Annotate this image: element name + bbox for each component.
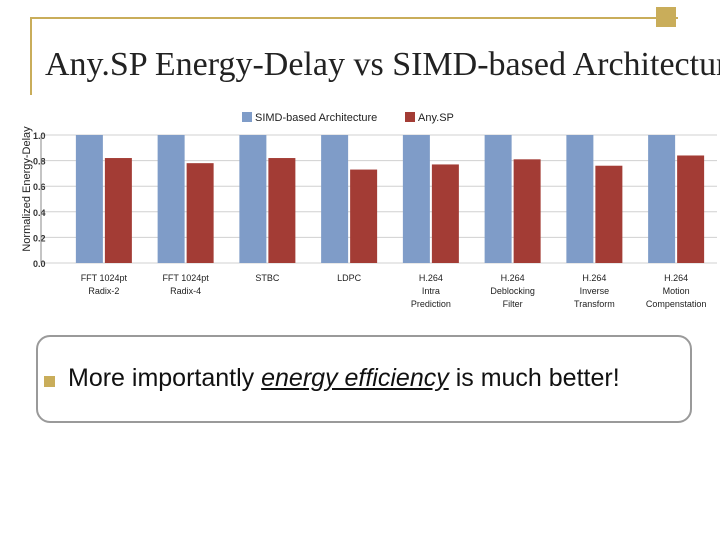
y-tick-label: 1.0 — [33, 131, 46, 141]
y-tick-label: 0.8 — [33, 157, 46, 167]
y-tick-label: 0.6 — [33, 182, 46, 192]
bar-anysp — [677, 155, 705, 263]
x-tick-label: Radix-2 — [88, 286, 119, 296]
bar-simd — [239, 135, 267, 263]
bullet-callout-box — [36, 335, 692, 423]
bullet-text-start: More importantly — [68, 364, 255, 392]
bar-simd — [157, 135, 185, 263]
bullet-text-end: is much better! — [455, 364, 620, 392]
x-tick-label: Intra — [422, 286, 440, 296]
bar-simd — [402, 135, 430, 263]
bar-anysp — [350, 169, 378, 263]
x-tick-label: STBC — [255, 273, 280, 283]
bar-anysp — [186, 163, 214, 263]
x-tick-label: H.264 — [419, 273, 443, 283]
x-tick-label: FFT 1024pt — [162, 273, 209, 283]
x-tick-label: Transform — [574, 299, 615, 309]
slide-frame-left-line — [30, 17, 32, 95]
x-tick-label: Deblocking — [490, 286, 535, 296]
legend-swatch-anysp — [405, 112, 415, 122]
slide-frame-top-line — [30, 17, 678, 19]
slide-title: Any.SP Energy-Delay vs SIMD-based Archit… — [45, 46, 720, 83]
bar-anysp — [268, 158, 296, 263]
x-tick-label: Compenstation — [646, 299, 707, 309]
x-tick-label: H.264 — [501, 273, 525, 283]
y-tick-label: 0.4 — [33, 208, 46, 218]
bar-simd — [484, 135, 512, 263]
x-tick-label: Motion — [663, 286, 690, 296]
x-tick-label: Radix-4 — [170, 286, 201, 296]
legend-label-anysp: Any.SP — [418, 112, 454, 124]
y-axis-label: Normalized Energy-Delay — [21, 126, 33, 252]
x-tick-label: Inverse — [580, 286, 610, 296]
x-tick-label: H.264 — [582, 273, 606, 283]
legend-label-simd: SIMD-based Architecture — [255, 112, 377, 124]
bullet-text: More importantly energy efficiency is mu… — [68, 364, 620, 393]
bullet-text-emphasis: energy efficiency — [261, 364, 449, 392]
bar-simd — [75, 135, 103, 263]
bar-simd — [321, 135, 349, 263]
legend-swatch-simd — [242, 112, 252, 122]
slide-corner-square — [656, 7, 676, 27]
x-tick-label: Prediction — [411, 299, 451, 309]
x-tick-label: H.264 — [664, 273, 688, 283]
y-tick-label: 0.2 — [33, 233, 46, 243]
bullet-marker — [44, 376, 55, 387]
x-tick-label: FFT 1024pt — [81, 273, 128, 283]
bar-anysp — [513, 159, 541, 263]
y-tick-label: 0.0 — [33, 259, 46, 269]
x-tick-label: Filter — [503, 299, 523, 309]
bar-anysp — [595, 165, 623, 263]
bar-anysp — [431, 164, 459, 263]
bar-simd — [648, 135, 676, 263]
bar-simd — [566, 135, 594, 263]
x-tick-label: LDPC — [337, 273, 362, 283]
bar-anysp — [104, 158, 132, 263]
